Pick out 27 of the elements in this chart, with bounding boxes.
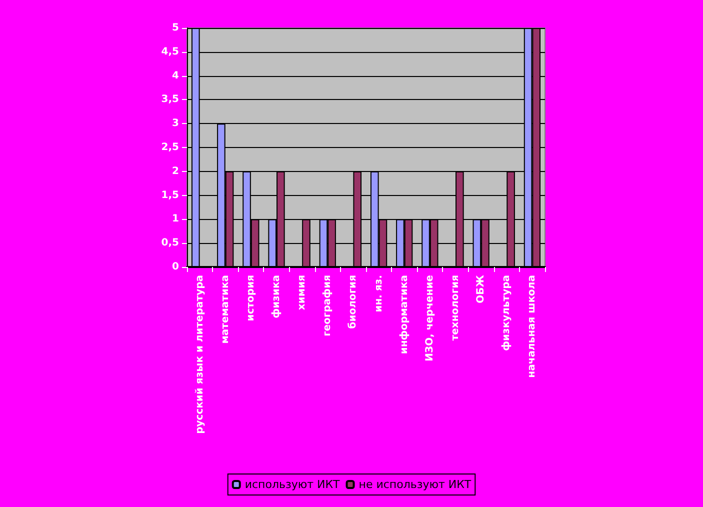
y-tick-label: 3,5: [161, 94, 180, 106]
y-tick-label: 1: [172, 214, 180, 225]
y-tick-label: 4: [172, 70, 180, 82]
x-tick-label: информатика: [398, 275, 410, 354]
legend-label: используют ИКТ: [244, 478, 340, 491]
x-tick-label: география: [322, 275, 334, 336]
x-tick-label: ин. яз.: [373, 275, 384, 312]
y-tick-label: 0,5: [161, 238, 180, 249]
y-tick-label: 4,5: [161, 46, 180, 58]
x-tick-label: биология: [348, 275, 359, 329]
x-tick-label: химия: [296, 275, 308, 310]
y-tick-label: 2,5: [161, 142, 180, 153]
y-tick-label: 0: [172, 262, 180, 272]
y-tick-label: 5: [172, 22, 180, 34]
x-tick-label: русский язык и литература: [194, 275, 206, 434]
legend-label: не используют ИКТ: [358, 478, 472, 491]
y-tick-label: 1,5: [161, 190, 180, 201]
x-tick-label: ОБЖ: [476, 274, 487, 304]
x-tick-label: начальная школа: [526, 275, 538, 378]
x-tick-label: физкультура: [501, 275, 512, 351]
x-tick-label: математика: [220, 275, 231, 344]
y-tick-label: 3: [172, 118, 180, 130]
x-tick-label: ИЗО, черчение: [424, 274, 436, 362]
x-tick-label: технология: [450, 275, 461, 341]
x-tick-label: история: [245, 275, 256, 322]
y-tick-label: 2: [172, 166, 180, 177]
x-tick-label: физика: [271, 275, 282, 318]
